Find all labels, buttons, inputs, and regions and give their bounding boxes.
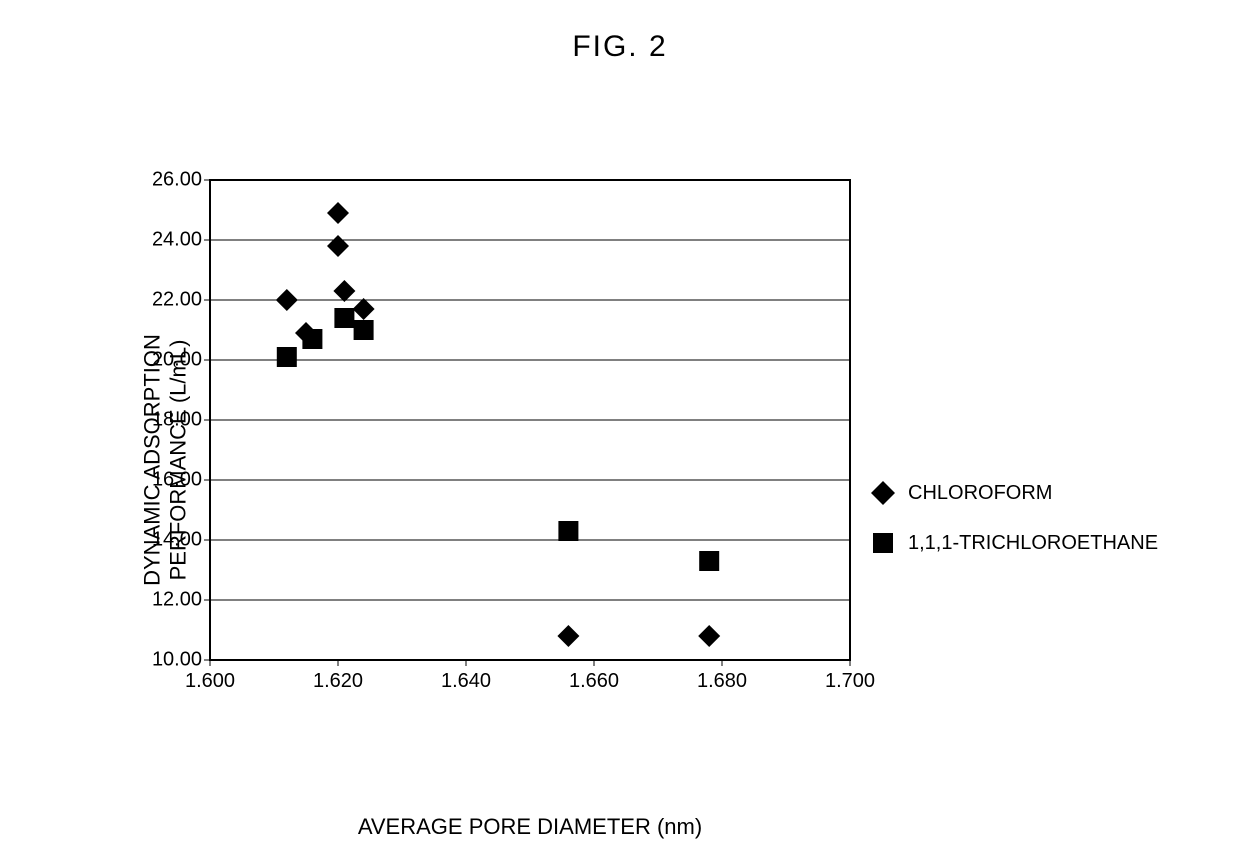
y-tick-label: 12.00 [132, 589, 202, 612]
y-tick-label: 14.00 [132, 529, 202, 552]
square-marker [699, 551, 719, 571]
square-marker [354, 320, 374, 340]
legend-item: CHLOROFORM [870, 480, 1158, 506]
x-axis-label: AVERAGE PORE DIAMETER (nm) [210, 814, 850, 840]
square-icon [870, 530, 896, 556]
square-marker [334, 308, 354, 328]
square-marker [302, 329, 322, 349]
square-marker [277, 347, 297, 367]
page: FIG. 2 DYNAMIC ADSORPTION PERFORMANCE (L… [0, 0, 1240, 857]
scatter-chart: DYNAMIC ADSORPTION PERFORMANCE (L/mL) 10… [110, 180, 1130, 740]
y-tick-label: 26.00 [132, 169, 202, 192]
legend-label: 1,1,1-TRICHLOROETHANE [908, 532, 1158, 555]
legend: CHLOROFORM 1,1,1-TRICHLOROETHANE [870, 480, 1158, 580]
diamond-icon [870, 480, 896, 506]
x-tick-label: 1.620 [313, 670, 363, 693]
y-tick-label: 16.00 [132, 469, 202, 492]
x-tick-label: 1.680 [697, 670, 747, 693]
figure-title: FIG. 2 [0, 30, 1240, 64]
y-tick-label: 20.00 [132, 349, 202, 372]
x-tick-label: 1.640 [441, 670, 491, 693]
y-tick-label: 10.00 [132, 649, 202, 672]
y-tick-label: 18.00 [132, 409, 202, 432]
square-marker [558, 521, 578, 541]
legend-label: CHLOROFORM [908, 482, 1052, 505]
legend-item: 1,1,1-TRICHLOROETHANE [870, 530, 1158, 556]
x-tick-label: 1.600 [185, 670, 235, 693]
x-tick-label: 1.660 [569, 670, 619, 693]
y-tick-label: 22.00 [132, 289, 202, 312]
plot-area [210, 180, 850, 660]
y-tick-label: 24.00 [132, 229, 202, 252]
x-tick-label: 1.700 [825, 670, 875, 693]
